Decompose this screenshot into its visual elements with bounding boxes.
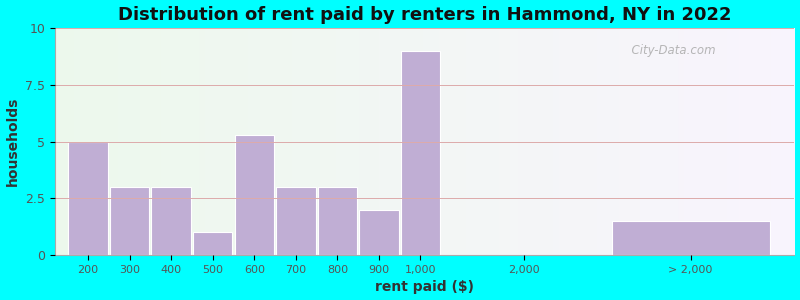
Bar (110, 187, 150, 255)
Bar (318, 187, 357, 255)
Bar (612, 221, 770, 255)
Bar (193, 232, 233, 255)
Title: Distribution of rent paid by renters in Hammond, NY in 2022: Distribution of rent paid by renters in … (118, 6, 731, 24)
X-axis label: rent paid ($): rent paid ($) (375, 280, 474, 294)
Bar (401, 51, 440, 255)
Bar (151, 187, 191, 255)
Y-axis label: households: households (6, 97, 19, 186)
Bar (234, 135, 274, 255)
Text: City-Data.com: City-Data.com (624, 44, 716, 57)
Bar (359, 210, 398, 255)
Bar (276, 187, 315, 255)
Bar (68, 142, 108, 255)
